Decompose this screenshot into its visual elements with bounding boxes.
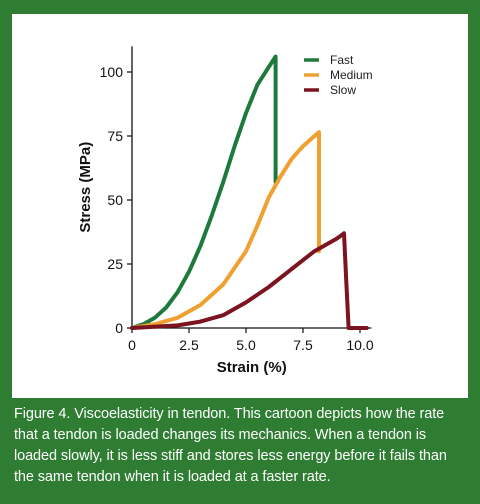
x-tick-label: 10.0	[346, 337, 373, 353]
x-tick-label: 7.5	[293, 337, 313, 353]
legend-label-fast: Fast	[330, 53, 354, 67]
series-line-medium	[130, 130, 321, 330]
axes	[131, 46, 372, 329]
x-tick-label: 0	[128, 337, 136, 353]
x-tick-label: 2.5	[179, 337, 199, 353]
legend-label-medium: Medium	[330, 68, 373, 82]
y-tick-label: 25	[107, 256, 123, 272]
series-line-slow	[130, 231, 369, 330]
series-layer	[130, 54, 369, 330]
series-line-fast	[130, 54, 278, 330]
y-tick-label: 50	[107, 192, 123, 208]
y-tick-label: 100	[100, 64, 124, 80]
x-tick-label: 5.0	[236, 337, 256, 353]
figure-caption: Figure 4. Viscoelasticity in tendon. Thi…	[14, 406, 447, 485]
y-tick-label: 75	[107, 128, 123, 144]
x-axis-title: Strain (%)	[217, 359, 287, 376]
y-tick-label: 0	[115, 320, 123, 336]
axis-ticks: 0 2.5 5.0 7.5 10.0 0 25 50 75 100	[100, 64, 374, 353]
legend-label-slow: Slow	[330, 83, 356, 97]
y-axis-title: Stress (MPa)	[77, 142, 94, 233]
figure-frame: 0 2.5 5.0 7.5 10.0 0 25 50 75 100 Fast Medium Slow …	[12, 14, 468, 398]
